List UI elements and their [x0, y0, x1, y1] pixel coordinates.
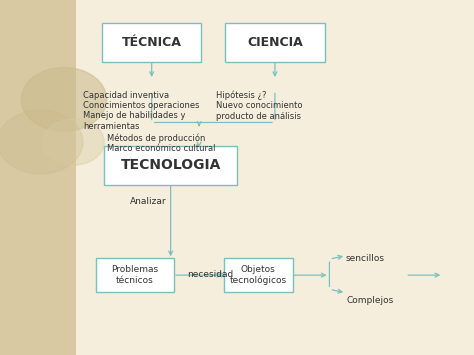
FancyBboxPatch shape	[102, 23, 201, 62]
Text: sencillos: sencillos	[346, 254, 385, 263]
FancyBboxPatch shape	[225, 23, 325, 62]
FancyBboxPatch shape	[104, 146, 237, 185]
Text: Hipótesis ¿?
Nuevo conocimiento
producto de análisis: Hipótesis ¿? Nuevo conocimiento producto…	[216, 91, 302, 121]
Text: necesidad: necesidad	[187, 270, 234, 279]
Text: TECNOLOGIA: TECNOLOGIA	[120, 158, 221, 172]
Text: Métodos de producción
Marco económico cultural: Métodos de producción Marco económico cu…	[107, 133, 215, 153]
Text: Problemas
técnicos: Problemas técnicos	[111, 266, 159, 285]
Text: CIENCIA: CIENCIA	[247, 36, 303, 49]
Text: TÉCNICA: TÉCNICA	[122, 36, 182, 49]
Text: Capacidad inventiva
Conocimientos operaciones
Manejo de habilidades y
herramient: Capacidad inventiva Conocimientos operac…	[83, 91, 200, 131]
Text: Objetos
tecnológicos: Objetos tecnológicos	[230, 265, 287, 285]
Text: Complejos: Complejos	[346, 296, 393, 305]
Circle shape	[0, 110, 83, 174]
FancyBboxPatch shape	[0, 0, 76, 355]
FancyBboxPatch shape	[96, 258, 174, 292]
Circle shape	[21, 67, 107, 131]
Circle shape	[43, 119, 104, 165]
FancyBboxPatch shape	[224, 258, 293, 292]
Text: Analizar: Analizar	[130, 197, 167, 206]
